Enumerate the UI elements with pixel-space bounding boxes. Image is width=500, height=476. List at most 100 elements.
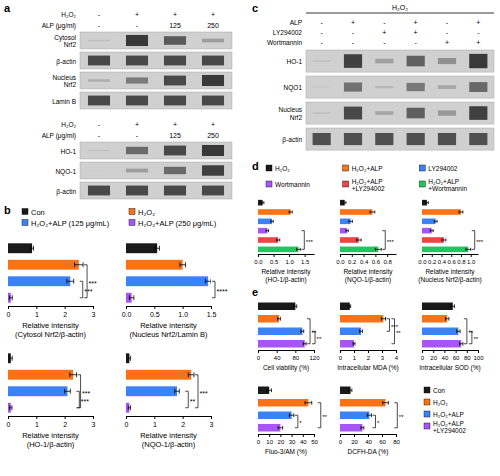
tick-label: 0	[421, 355, 425, 361]
text-line: -	[352, 29, 355, 36]
tick-mark	[432, 254, 433, 257]
band	[202, 165, 224, 175]
blot-background	[80, 32, 232, 49]
text-line: +Wortmannin	[428, 184, 467, 191]
significance-label: ****	[217, 288, 228, 295]
blot-background	[80, 92, 232, 109]
band	[375, 59, 393, 64]
significance-label: *	[299, 420, 302, 426]
blot-bands	[88, 56, 224, 66]
tick-label: 0	[7, 421, 11, 428]
text-line: -	[352, 39, 355, 46]
text-line: H₂O₂+ALP	[428, 177, 459, 184]
error-bar	[303, 342, 306, 346]
tick-mark	[382, 434, 383, 437]
axis-line	[127, 416, 212, 417]
bar	[422, 303, 453, 311]
bar-chart: 0123Relative intensity(Cytosol Nrf2/β-ac…	[7, 243, 97, 338]
tick-label: 20	[430, 355, 437, 361]
text-line: H₂O₂+ALP	[433, 419, 464, 426]
tick: 40	[274, 350, 281, 361]
tick: 0	[7, 306, 11, 318]
tick-label: 40	[365, 439, 372, 445]
band	[469, 54, 487, 68]
text-line: 250	[207, 131, 219, 138]
tick-label: 1.0	[467, 259, 476, 265]
tick: 80	[292, 350, 299, 361]
blot-background	[80, 142, 232, 159]
error-bar	[425, 201, 428, 204]
condition-value: -	[98, 120, 101, 127]
text-line: H₂O₂	[61, 10, 76, 17]
blot-bands	[88, 165, 224, 175]
condition-value: -	[320, 19, 323, 26]
condition-value: +	[211, 10, 215, 17]
blot-background	[306, 50, 494, 72]
band	[375, 133, 393, 145]
axis-line	[259, 350, 315, 351]
significance-label: ***	[84, 288, 92, 295]
tick-label: 2	[367, 355, 371, 361]
bar	[258, 412, 292, 420]
bar	[340, 399, 386, 407]
text-line: NQO-1	[55, 167, 76, 175]
significance-label: ***	[387, 239, 395, 245]
condition-label: LY294002	[273, 29, 303, 36]
tick-mark	[289, 254, 290, 257]
error-bar	[289, 211, 292, 214]
legend-label: H₂O₂+ALP	[352, 165, 383, 172]
text-line: LY294002	[273, 29, 303, 36]
error-bar	[266, 229, 268, 232]
tick: 1.5	[207, 306, 217, 318]
bar	[8, 386, 68, 396]
condition-value: -	[446, 29, 449, 36]
tick-mark	[258, 254, 259, 257]
band	[126, 35, 148, 46]
text-line: b	[4, 204, 11, 216]
axis-title: Fluo-3/AM (%)	[265, 448, 307, 456]
tick-mark	[340, 254, 341, 257]
error-bar	[344, 201, 346, 204]
row-label: NQO-1	[55, 167, 76, 175]
text-line: Nrf2	[290, 113, 303, 120]
tick-label: 0.0	[122, 311, 132, 318]
condition-value: 250	[207, 131, 219, 138]
text-line: ALP (μg/ml)	[42, 131, 76, 139]
tick-label: 0	[339, 355, 343, 361]
bar	[422, 328, 458, 336]
tick-label: 0.8	[383, 259, 392, 265]
tick-mark	[451, 254, 452, 257]
bar	[258, 328, 302, 336]
error-bar	[305, 401, 312, 405]
tick-label: 30	[289, 439, 296, 445]
plot-marks	[422, 303, 463, 348]
tick: 60	[379, 434, 386, 445]
bar	[258, 237, 278, 243]
tick-mark	[352, 254, 353, 257]
tick-label: 80	[292, 355, 299, 361]
tick: 1.5	[301, 254, 310, 265]
axis-line	[423, 254, 479, 255]
tick-mark	[93, 306, 94, 309]
axis-title: Relative intensity(Nucleus Nrf2/β-actin)	[418, 268, 481, 284]
tick: 3	[381, 350, 385, 361]
text-line: **	[473, 336, 478, 342]
error-bar	[367, 413, 371, 417]
tick: 1	[35, 416, 39, 428]
error-bar	[383, 401, 389, 405]
blot-bands	[88, 186, 224, 196]
tick-label: 0.6	[372, 259, 381, 265]
legend-label: Con	[433, 387, 445, 394]
significance-bracket	[80, 281, 83, 298]
text-line: LY294002	[428, 165, 458, 172]
tick-mark	[183, 416, 184, 419]
tick-label: 20	[351, 439, 358, 445]
text-line: a	[4, 2, 11, 14]
blot: H₂O₂-+++ALP (μg/ml)--125250HO-1NQO-1β-ac…	[42, 120, 232, 199]
legend-swatch	[424, 399, 430, 405]
tick: 4	[395, 350, 399, 361]
tick: 60	[453, 350, 460, 361]
significance-bracket	[382, 231, 385, 250]
tick-label: 0.0	[254, 259, 263, 265]
text-line: **	[399, 414, 404, 420]
